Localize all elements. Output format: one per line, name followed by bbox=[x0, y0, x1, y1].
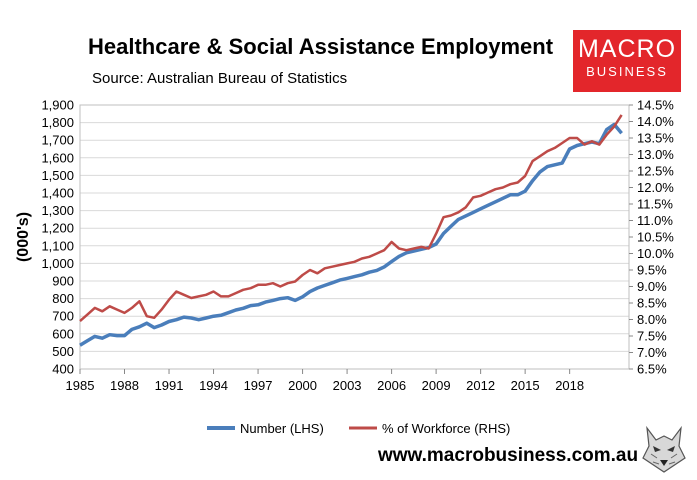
x-tick-label: 1997 bbox=[244, 378, 273, 393]
right-tick-label: 7.0% bbox=[637, 345, 667, 360]
legend: Number (LHS) % of Workforce (RHS) bbox=[207, 421, 510, 436]
left-tick-label: 1,800 bbox=[41, 115, 74, 130]
x-tick-label: 2009 bbox=[422, 378, 451, 393]
left-tick-label: 1,500 bbox=[41, 168, 74, 183]
logo-line2: BUSINESS bbox=[586, 64, 668, 79]
right-tick-label: 9.0% bbox=[637, 279, 667, 294]
x-tick-label: 2003 bbox=[333, 378, 362, 393]
x-tick-label: 2015 bbox=[511, 378, 540, 393]
right-tick-label: 8.5% bbox=[637, 296, 667, 311]
gridlines bbox=[80, 122, 629, 352]
y-axis-label: (000's) bbox=[15, 212, 32, 262]
x-tick-label: 2012 bbox=[466, 378, 495, 393]
right-tick-label: 9.5% bbox=[637, 263, 667, 278]
left-tick-label: 700 bbox=[52, 309, 74, 324]
right-tick-label: 12.0% bbox=[637, 180, 674, 195]
left-tick-label: 600 bbox=[52, 326, 74, 341]
right-tick-label: 6.5% bbox=[637, 362, 667, 377]
left-tick-label: 400 bbox=[52, 362, 74, 377]
x-tick-label: 2018 bbox=[555, 378, 584, 393]
x-tick-label: 2006 bbox=[377, 378, 406, 393]
left-tick-label: 500 bbox=[52, 344, 74, 359]
right-tick-label: 10.5% bbox=[637, 230, 674, 245]
chart-source: Source: Australian Bureau of Statistics bbox=[92, 70, 348, 87]
x-tick-label: 1985 bbox=[66, 378, 95, 393]
left-tick-label: 1,900 bbox=[41, 98, 74, 113]
plot-area bbox=[79, 104, 630, 370]
left-tick-label: 1,100 bbox=[41, 238, 74, 253]
left-axis: 400 500 600 700 800 900 1,000 1,100 1,200 1,300 1,… bbox=[41, 98, 74, 377]
series-lines bbox=[79, 114, 623, 347]
right-tick-label: 11.5% bbox=[637, 197, 673, 212]
logo-line1: MACRO bbox=[577, 35, 677, 63]
right-tick-label: 12.5% bbox=[637, 164, 674, 179]
chart-svg: 400 500 600 700 800 900 1,000 1,100 1,200 1,300 1,… bbox=[15, 98, 674, 437]
legend-label-number: Number (LHS) bbox=[240, 421, 324, 436]
right-tick-label: 14.5% bbox=[637, 98, 674, 113]
left-tick-label: 1,600 bbox=[41, 150, 74, 165]
left-tick-label: 1,700 bbox=[41, 133, 74, 148]
series-line-number bbox=[79, 122, 623, 347]
right-tick-label: 13.0% bbox=[637, 147, 674, 162]
right-tick-label: 11.0% bbox=[637, 213, 673, 228]
left-tick-label: 1,200 bbox=[41, 221, 74, 236]
right-tick-label: 8.0% bbox=[637, 312, 667, 327]
x-axis: 1985 1988 1991 1994 1997 2000 2003 2006 2009 2012… bbox=[66, 369, 584, 393]
x-tick-label: 1988 bbox=[110, 378, 139, 393]
wolf-logo-icon bbox=[642, 425, 686, 473]
chart-title: Healthcare & Social Assistance Employmen… bbox=[88, 34, 554, 59]
left-tick-label: 900 bbox=[52, 274, 74, 289]
macrobusiness-logo: MACRO BUSINESS bbox=[573, 30, 681, 92]
left-tick-label: 1,000 bbox=[41, 256, 74, 271]
x-tick-label: 1994 bbox=[199, 378, 228, 393]
right-tick-label: 14.0% bbox=[637, 114, 674, 129]
right-tick-label: 7.5% bbox=[637, 329, 667, 344]
left-tick-label: 1,300 bbox=[41, 203, 74, 218]
right-axis: 6.5% 7.0%7.5% 8.0%8.5% 9.0%9.5% 10.0%10.5% 11… bbox=[629, 98, 674, 377]
x-tick-label: 2000 bbox=[288, 378, 317, 393]
legend-label-percent: % of Workforce (RHS) bbox=[382, 421, 510, 436]
right-tick-label: 13.5% bbox=[637, 131, 674, 146]
right-tick-label: 10.0% bbox=[637, 246, 674, 261]
left-tick-label: 1,400 bbox=[41, 186, 74, 201]
x-tick-label: 1991 bbox=[155, 378, 184, 393]
series-line-percent bbox=[79, 114, 623, 323]
left-tick-label: 800 bbox=[52, 291, 74, 306]
website-url: www.macrobusiness.com.au bbox=[378, 445, 639, 466]
